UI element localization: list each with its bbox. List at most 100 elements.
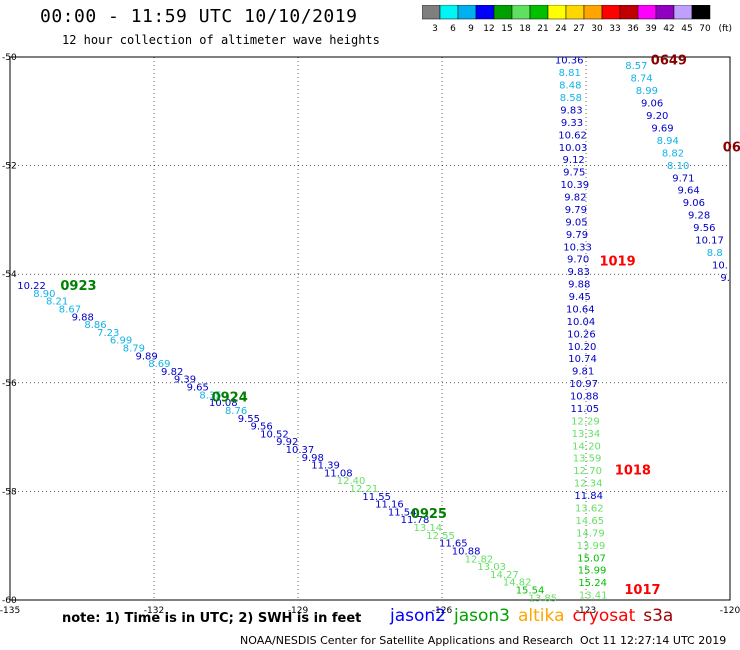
legend-jason2: jason2 [390,606,446,626]
wave-height-value: 9.05 [565,217,587,228]
wave-height-value: 9.88 [568,280,590,291]
latitude-tick-label: -58 [2,487,17,497]
wave-height-value: 9.64 [678,186,700,197]
wave-height-value: 9.06 [683,198,705,209]
wave-height-value: 11.65 [439,539,468,550]
wave-height-value: 11.39 [311,461,340,472]
wave-height-value: 10.62 [558,130,587,141]
wave-height-value: 13.03 [477,562,506,573]
wave-height-value: 9.81 [572,367,594,378]
wave-height-value: 8.90 [33,289,55,300]
wave-height-value: 8.10 [667,161,689,172]
longitude-tick-label: -126 [432,606,453,616]
wave-height-value: 9.69 [651,123,673,134]
generation-timestamp: Oct 11 12:27:14 UTC 2019 [580,634,727,647]
wave-height-value: 10.36 [555,56,584,67]
wave-height-value: 12.55 [426,531,455,542]
wave-height-value: 8.74 [630,74,652,85]
wave-height-value: 10.97 [569,379,598,390]
wave-height-value: 9.89 [135,351,157,362]
longitude-tick-label: -132 [144,606,164,616]
longitude-tick-label: -135 [0,606,20,616]
wave-height-value: 14.27 [490,570,519,581]
wave-height-value: 12.82 [465,554,494,565]
legend-jason3: jason3 [454,606,510,626]
wave-height-value: 10.37 [286,445,315,456]
latitude-tick-label: -52 [2,162,17,172]
wave-height-value: 9.71 [672,173,694,184]
wave-height-value: 9.98 [302,453,324,464]
wave-height-value: 9.88 [72,312,94,323]
wave-height-value: 9.83 [560,105,582,116]
wave-height-value: 8.69 [148,359,170,370]
wave-height-value: 15.54 [516,585,545,596]
wave-height-value: 7.23 [97,328,119,339]
wave-height-value: 10.39 [560,180,589,191]
wave-height-value: 13.14 [413,523,442,534]
wave-height-value: 9.39 [174,375,196,386]
wave-height-value: 8.48 [559,81,581,92]
wave-height-value: 10.17 [695,236,724,247]
color-scale-label: 24 [555,24,567,34]
color-scale-label: 27 [573,24,584,34]
wave-height-value: 11.55 [362,492,391,503]
color-scale-label: 12 [483,24,494,34]
wave-height-value: 13.41 [579,591,608,602]
pass-time-label: 1018 [615,464,651,479]
pass-time-label: 0925 [411,507,447,522]
wave-height-value: 13.59 [573,454,602,465]
wave-height-value: 13.62 [575,504,604,515]
wave-height-value: 8.94 [657,136,679,147]
wave-height-value: 10.74 [568,354,597,365]
wave-height-value: 9.65 [187,383,209,394]
wave-height-value: 13.34 [572,429,601,440]
wave-height-value: 9.12 [563,155,585,166]
wave-height-value: 13.85 [528,593,557,604]
latitude-tick-label: -56 [2,379,17,389]
track-0649: 8.578.748.999.069.209.698.948.828.109.71… [625,61,730,284]
wave-height-value: 10.88 [570,392,599,403]
pass-time-label: 0924 [212,390,248,405]
wave-height-value: 9.82 [564,193,586,204]
color-scale-label: 21 [537,24,548,34]
wave-height-value: 10.33 [563,242,592,253]
pass-time-label: 1017 [624,583,660,598]
wave-height-value: 8.67 [59,304,81,315]
wave-height-value: 11.16 [375,500,404,511]
wave-height-value: 8.8 [707,248,723,259]
color-scale-label: 3 [432,24,438,34]
latitude-tick-label: -54 [2,270,17,280]
wave-height-value: 9.75 [563,168,585,179]
wave-height-value: 9.06 [641,99,663,110]
wave-height-value: 11.08 [324,468,353,479]
wave-height-value: 14.82 [503,578,532,589]
wave-height-value: 9.82 [161,367,183,378]
wave-height-value: 15.99 [578,566,607,577]
color-scale-bar: 3 6 9 12 15 18 21 24 27 30 33 36 39 42 45 70 (ft) [422,5,732,34]
color-scale-label: 15 [501,24,512,34]
legend-cryosat: cryosat [572,606,636,626]
wave-height-value: 8.35 [199,390,221,401]
color-scale-label: 42 [663,24,674,34]
wave-height-value: 9.79 [566,230,588,241]
wave-height-value: 11.54 [388,507,417,518]
wave-height-value: 12.70 [573,466,602,477]
wave-height-value: 10.04 [567,317,596,328]
wave-height-value: 9.28 [688,211,710,222]
color-scale-label: 18 [519,24,531,34]
wave-height-value: 11.78 [401,515,430,526]
wave-height-value: 9.56 [251,422,273,433]
wave-height-value: 10.22 [17,281,46,292]
wave-height-value: 9.20 [646,111,668,122]
wave-height-value: 9.33 [561,118,583,129]
wave-height-value: 8.99 [636,86,658,97]
wave-height-value: 11.05 [571,404,600,415]
color-scale-label: 30 [591,24,603,34]
wave-height-value: 12.40 [337,476,366,487]
wave-height-values: 10.228.908.218.679.888.867.236.998.799.8… [17,56,730,605]
wave-height-value: 8.81 [559,68,581,79]
longitude-tick-label: -120 [720,606,740,616]
latitude-tick-label: -60 [2,596,17,606]
wave-height-value: 9.79 [565,205,587,216]
